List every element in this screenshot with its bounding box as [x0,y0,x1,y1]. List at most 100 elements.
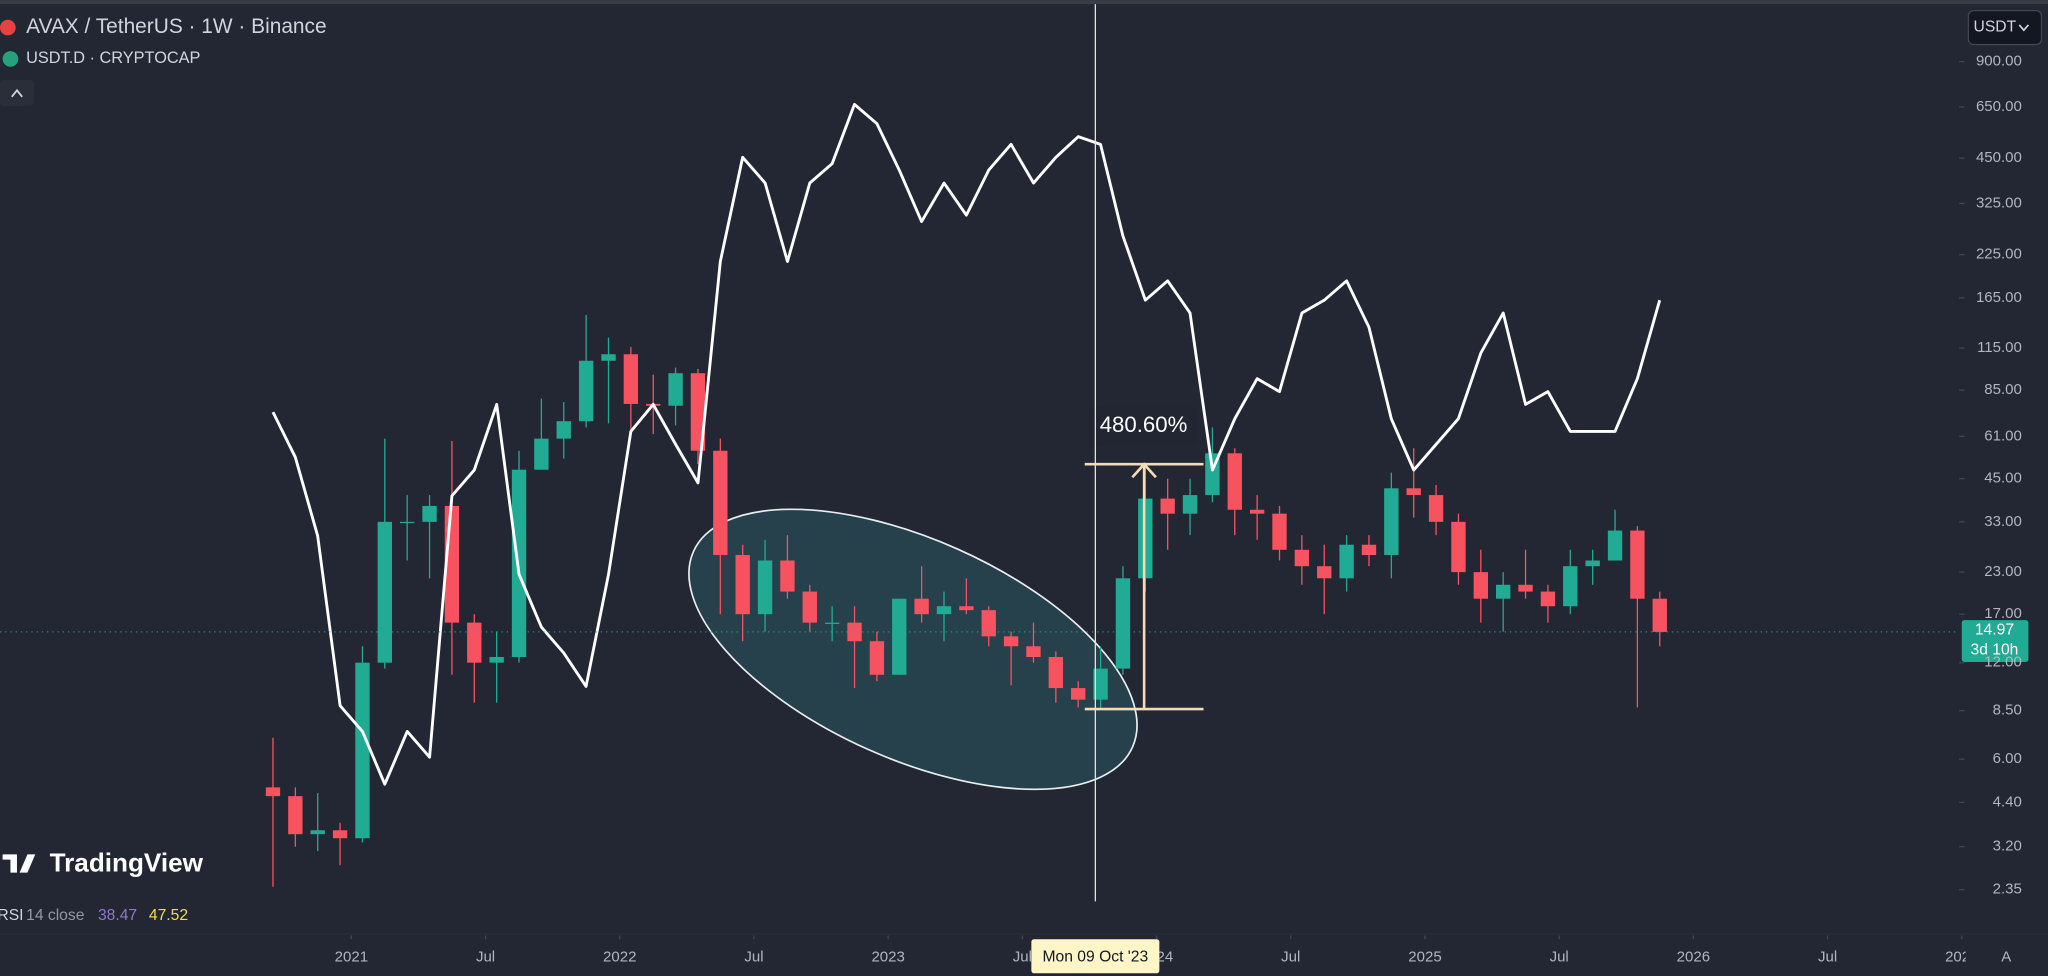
candle-body [1607,530,1623,561]
logo [2,854,36,873]
symbol-icon [0,19,16,36]
candle-body [892,598,907,675]
candle-body [1160,498,1175,514]
y-tick-label: 115.00 [1977,339,2022,356]
candle-body [713,450,728,556]
candle-body [668,373,683,406]
candle-body [1249,509,1265,514]
candle-body [1585,560,1600,567]
candle-body [780,560,795,592]
candle-body [332,830,348,839]
candle-body [1384,488,1399,556]
candle-body [578,360,594,422]
candle-body [1652,598,1667,632]
candle-body [869,641,885,675]
candle-body [1317,566,1332,579]
candle-body [690,373,706,451]
x-tick-label: 2025 [1408,949,1441,966]
candle-body [400,521,415,524]
candle-body [377,521,392,663]
candle-body [1339,544,1354,579]
candle-body [959,606,974,611]
symbol-icon [2,51,19,67]
plot-area [265,102,1667,887]
collapse-button[interactable] [0,79,34,106]
candle-body [1048,656,1064,689]
candle-body [623,354,639,404]
candle-body [288,796,303,835]
candle-body [1115,578,1131,669]
y-tick-label: 2.35 [1993,881,2022,898]
x-tick-label: 2022 [603,949,636,966]
y-tick-label: 45.00 [1984,470,2022,487]
candle-body [1026,646,1041,657]
y-tick-label: 165.00 [1976,289,2022,306]
y-tick-label: 650.00 [1976,98,2022,115]
overlay: 480.60% [0,4,1960,902]
candle-body [1227,453,1242,510]
candle-body [847,622,862,642]
candle-body [1630,530,1645,599]
candle-body [735,555,750,615]
x-tick-label: Jul [1281,949,1300,966]
labels: 14.97 3d 10h Mon 09 Oct '23 [1031,620,2029,974]
x-tick-label: Jul [1013,949,1032,966]
candle-body [1540,591,1556,607]
scale-mode[interactable]: A [2001,949,2011,966]
y-tick-label: 900.00 [1976,53,2022,70]
measure-label-box [1089,406,1198,446]
countdown: 3d 10h [1971,641,2019,658]
candle-body [1563,566,1578,607]
y-tick-label: 61.00 [1984,427,2022,444]
candle-body [1428,495,1444,522]
candle-body [355,662,370,839]
currency-button[interactable] [1967,9,2043,46]
highlight-ellipse [688,508,1138,791]
candle-body [1272,513,1287,550]
candle-body [981,610,996,637]
candle-body [1406,488,1421,496]
candle-body [757,560,773,615]
y-tick-label: 17.00 [1984,605,2022,622]
candle-body [310,830,325,835]
overlay-symbol: USDT.D · CRYPTOCAP [26,49,200,67]
crosshair-label: Mon 09 Oct '23 [1043,949,1149,966]
candle-body [1361,544,1377,556]
dropdown-icon [2018,24,2030,32]
candle-body [1518,584,1533,592]
x-tick-group: 2021Jul2022Jul2023Jul2024Jul2025Jul2026J… [335,935,1978,966]
price-label: 14.97 [1975,622,2014,639]
candle-body [1451,521,1466,573]
x-tick-label: Jul [744,949,763,966]
y-tick-label: 85.00 [1984,381,2022,398]
indicator-name: RSI [0,907,23,924]
y-tick-label: 450.00 [1976,149,2022,166]
y-tick-label: 23.00 [1984,563,2022,580]
y-tick-label: 225.00 [1976,246,2022,263]
candle-body [1496,584,1511,599]
candle-body [422,505,437,522]
x-tick-label: 2021 [335,949,368,966]
candle-body [265,787,281,797]
candle-body [1182,495,1198,514]
candle-body [1003,636,1019,647]
line-series [271,102,1662,786]
candle-body [601,354,616,361]
y-tick-label: 6.00 [1993,750,2022,767]
y-tick-label: 33.00 [1984,513,2022,530]
candle-body [936,606,952,615]
candle-body [467,622,482,663]
price-label-box [1961,620,2029,662]
x-axis: 2021Jul2022Jul2023Jul2024Jul2025Jul2026J… [335,935,1978,966]
x-tick-label: 2027 [1945,949,1978,966]
measure-arrowhead [1131,462,1157,479]
candle-body [824,622,840,624]
x-tick-label: Jul [1550,949,1569,966]
y-tick-label: 325.00 [1976,194,2022,211]
candle-body [489,656,504,663]
x-tick-label: 2023 [871,949,904,966]
candle-body [802,591,817,623]
candle-body [914,598,929,615]
